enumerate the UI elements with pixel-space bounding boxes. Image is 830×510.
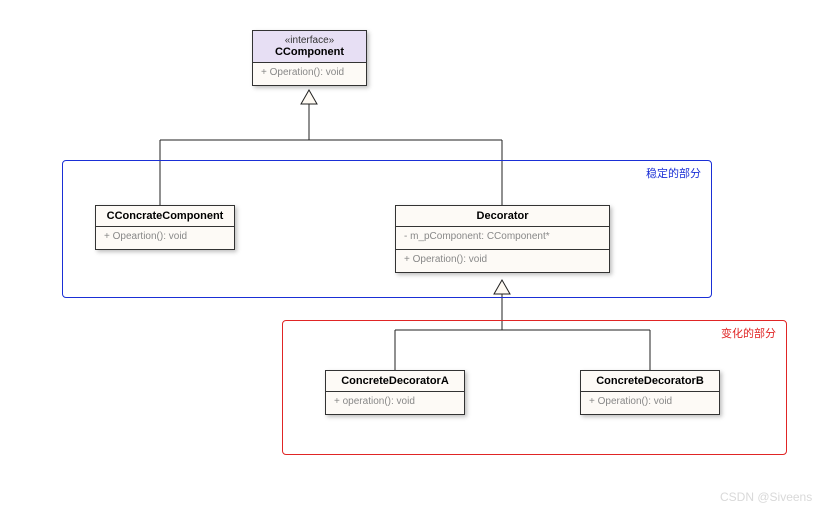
class-header: «interface» CComponent (253, 31, 366, 63)
class-name: ConcreteDecoratorB (589, 375, 711, 387)
region-stable-label: 稳定的部分 (646, 165, 701, 181)
class-header: ConcreteDecoratorB (581, 371, 719, 392)
class-header: ConcreteDecoratorA (326, 371, 464, 392)
class-name: CConcrateComponent (104, 210, 226, 222)
operation-row: + Operation(): void (581, 392, 719, 414)
class-name: ConcreteDecoratorA (334, 375, 456, 387)
operation-row: + Operation(): void (396, 249, 609, 272)
class-header: CConcrateComponent (96, 206, 234, 227)
class-concretedecoratora: ConcreteDecoratorA + operation(): void (325, 370, 465, 415)
class-decorator: Decorator - m_pComponent: CComponent* + … (395, 205, 610, 273)
attribute-row: - m_pComponent: CComponent* (396, 227, 609, 249)
class-cconcratecomponent: CConcrateComponent + Opeartion(): void (95, 205, 235, 250)
watermark-text: CSDN @Siveens (720, 490, 812, 504)
class-ccomponent-interface: «interface» CComponent + Operation(): vo… (252, 30, 367, 86)
operation-row: + Operation(): void (253, 63, 366, 85)
class-name: Decorator (404, 210, 601, 222)
stereotype-label: «interface» (261, 35, 358, 46)
region-variable-label: 变化的部分 (721, 325, 776, 341)
class-header: Decorator (396, 206, 609, 227)
operation-row: + Opeartion(): void (96, 227, 234, 249)
class-name: CComponent (261, 46, 358, 58)
class-concretedecoratorb: ConcreteDecoratorB + Operation(): void (580, 370, 720, 415)
operation-row: + operation(): void (326, 392, 464, 414)
